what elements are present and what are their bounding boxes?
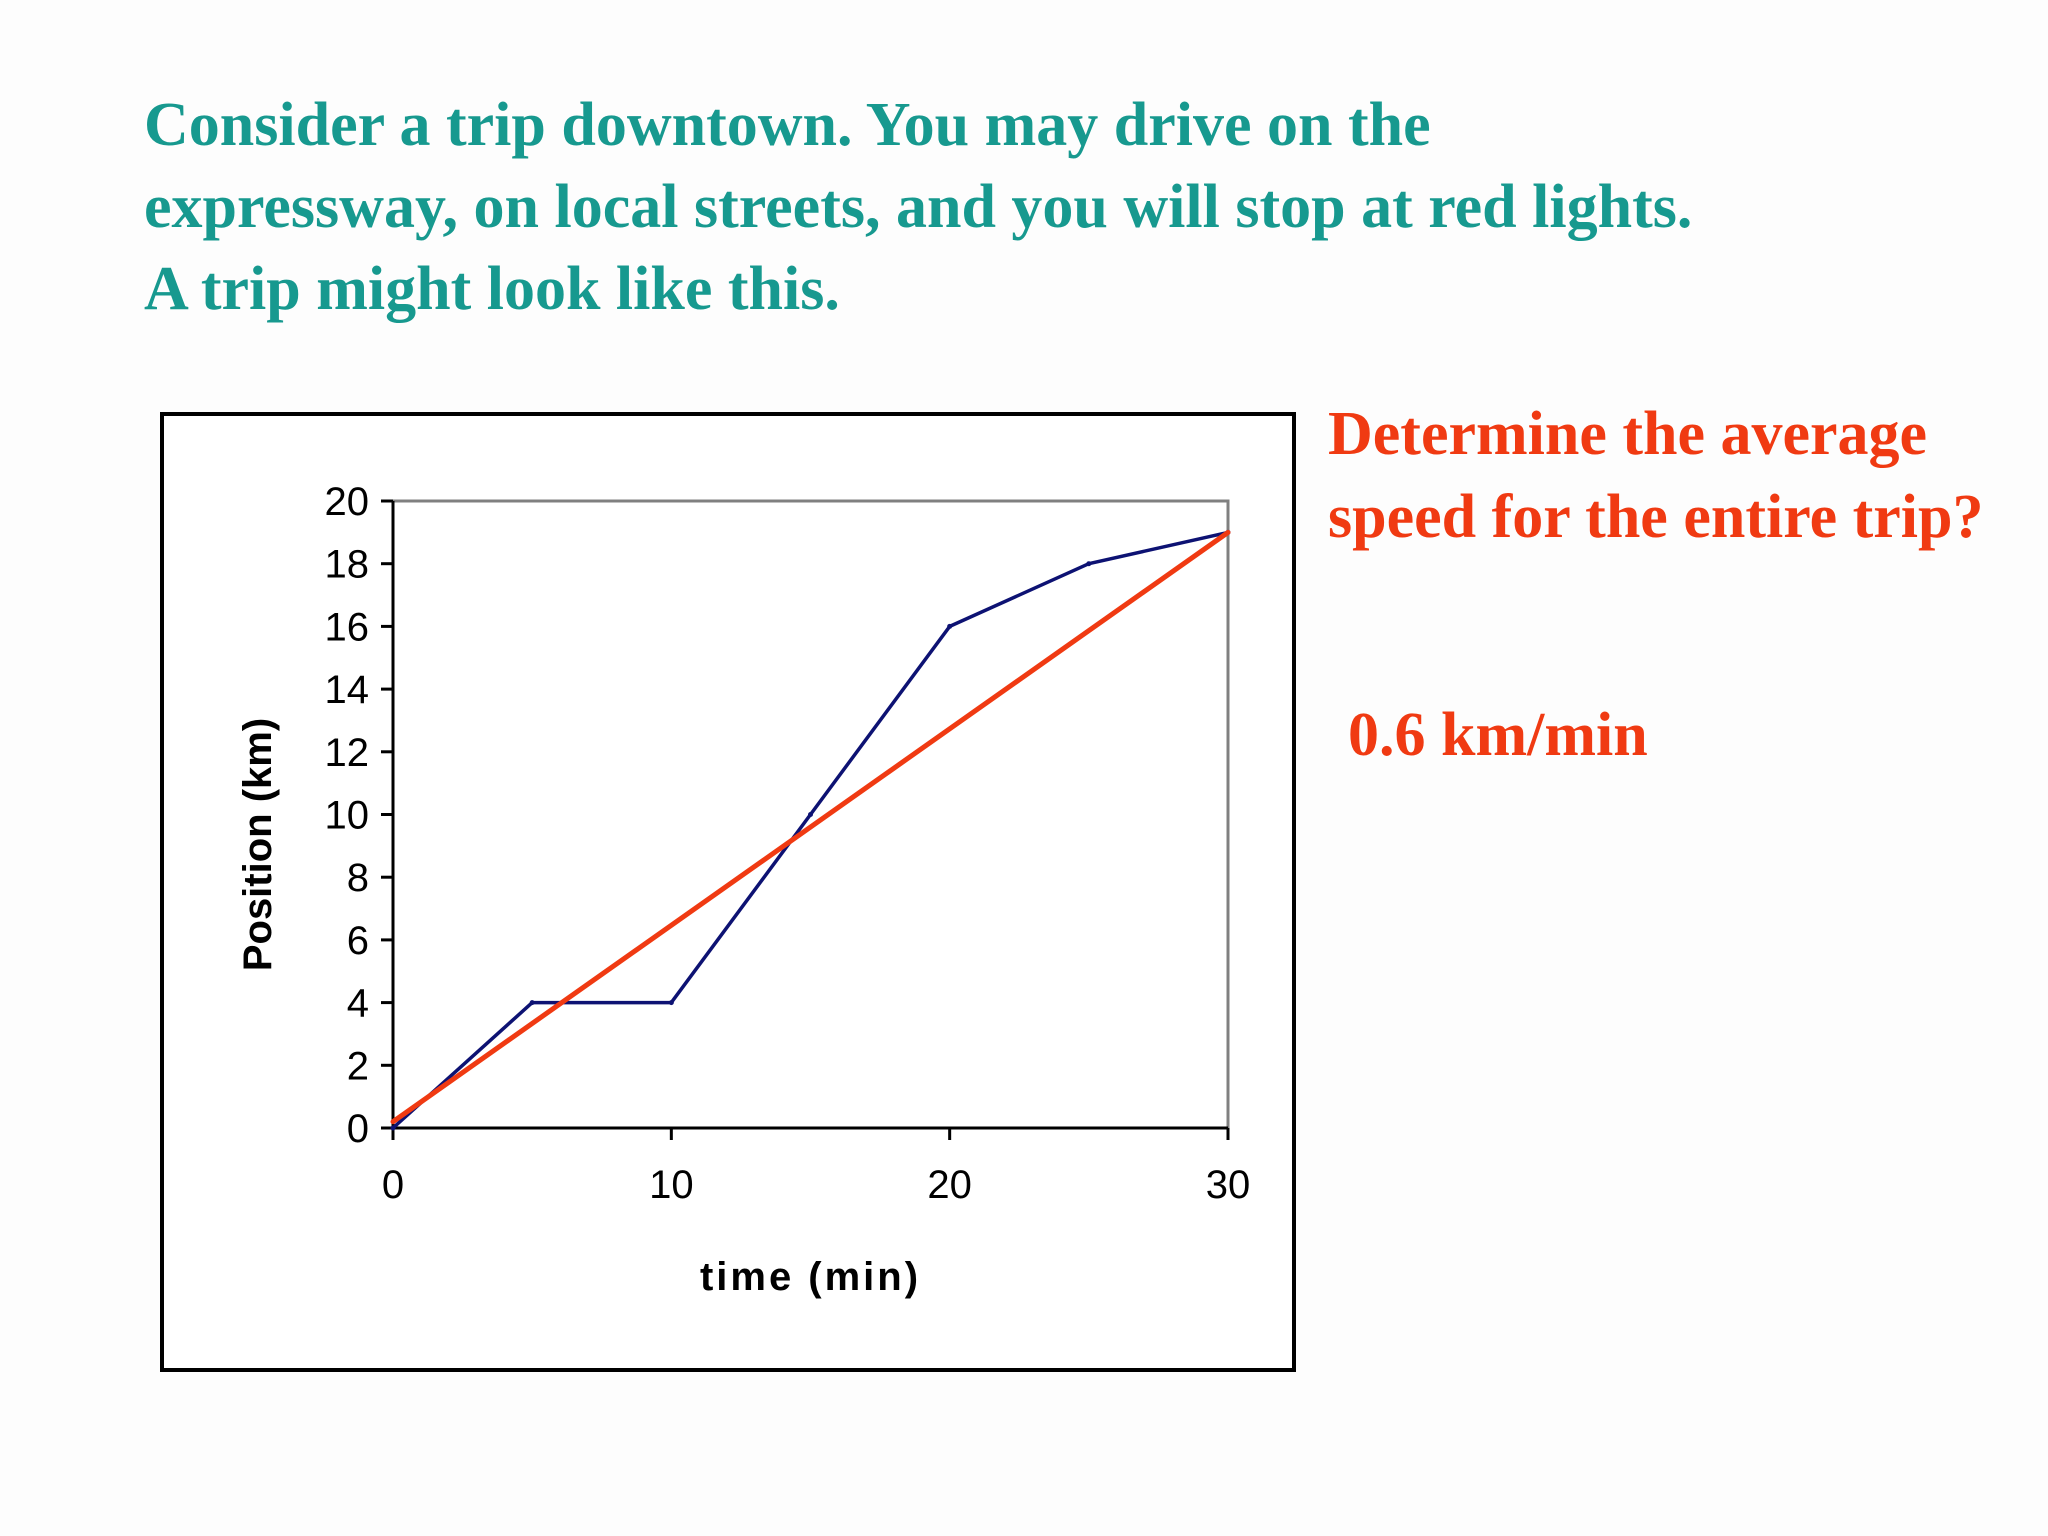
y-tick-label: 8 — [347, 856, 369, 900]
position-data-point — [947, 623, 953, 629]
position-data-point — [808, 812, 813, 817]
y-tick-label: 6 — [347, 919, 369, 963]
x-axis-title: time (min) — [700, 1255, 921, 1299]
question-text: Determine the average speed for the enti… — [1328, 400, 1984, 551]
y-tick-label: 2 — [347, 1044, 369, 1088]
position-data-point — [1086, 561, 1092, 567]
chart-frame: 0 2 4 6 8 10 12 14 16 18 20 0 10 20 30 time (min) Posi… — [160, 412, 1296, 1372]
y-tick-label: 20 — [325, 480, 370, 524]
y-tick-label: 4 — [347, 982, 369, 1026]
x-tick-label: 30 — [1206, 1163, 1251, 1207]
chart-ticks: 0 2 4 6 8 10 12 14 16 18 20 0 10 20 30 — [325, 480, 1251, 1207]
y-tick-label: 10 — [325, 794, 370, 838]
y-axis-title: Position (km) — [236, 718, 280, 971]
y-tick-label: 16 — [325, 605, 370, 649]
average-speed-line — [390, 529, 1231, 1125]
x-tick-label: 0 — [382, 1163, 404, 1207]
x-tick-label: 20 — [927, 1163, 972, 1207]
y-tick-label: 18 — [325, 543, 370, 587]
position-time-chart: 0 2 4 6 8 10 12 14 16 18 20 0 10 20 30 time (min) Posi… — [236, 480, 1251, 1299]
position-data-point — [390, 1125, 396, 1131]
position-data-point — [529, 1000, 535, 1006]
intro-text: Consider a trip downtown. You may drive … — [144, 91, 1693, 323]
y-tick-label: 0 — [347, 1107, 369, 1151]
x-tick-label: 10 — [649, 1163, 694, 1207]
chart-series — [390, 529, 1231, 1131]
y-tick-label: 14 — [325, 668, 370, 712]
position-data-point — [668, 1000, 674, 1006]
y-tick-label: 12 — [325, 731, 370, 775]
answer-text: 0.6 km/min — [1348, 701, 1648, 769]
